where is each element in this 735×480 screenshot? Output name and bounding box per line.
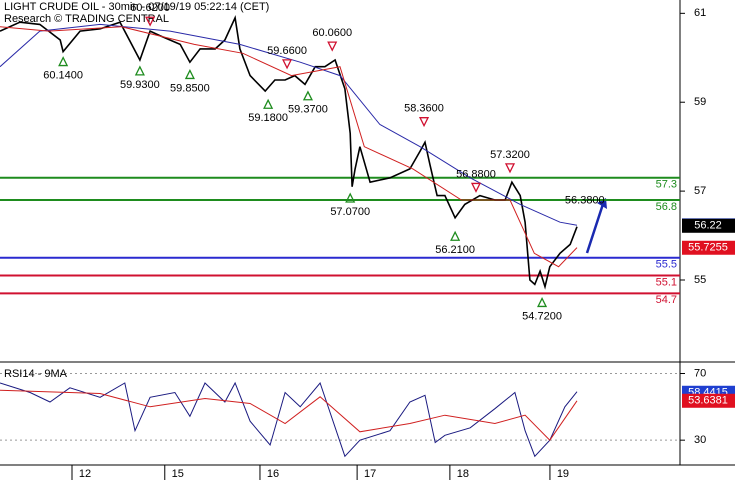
price-tag: [682, 393, 735, 408]
high-marker: [145, 16, 156, 27]
high-marker: [327, 41, 338, 52]
x-tick-label: 17: [364, 468, 376, 480]
annotation-label: 59.6600: [267, 45, 307, 57]
annotation-label: 57.0700: [330, 206, 370, 218]
annotation-label: 59.1800: [248, 112, 288, 124]
level-label: 54.7: [656, 294, 677, 306]
level-label: 56.8: [656, 201, 677, 213]
x-tick-label: 18: [457, 468, 469, 480]
high-marker: [504, 163, 516, 174]
y-tick-label: 30: [694, 434, 706, 446]
x-tick-label: 15: [172, 468, 184, 480]
price-tag: [682, 240, 735, 255]
low-marker: [263, 98, 274, 109]
y-tick-label: 59: [694, 96, 706, 108]
annotation-label: 56.2100: [435, 244, 475, 256]
annotation-label: 58.3600: [404, 103, 444, 115]
series-line: [0, 381, 578, 458]
series-line: [0, 15, 578, 290]
price-tag-label: 53.6381: [688, 395, 728, 407]
low-marker: [184, 68, 195, 80]
series-line: [0, 23, 578, 226]
low-marker: [58, 56, 69, 67]
annotation-label: 57.3200: [490, 149, 530, 161]
low-marker: [302, 90, 313, 101]
price-tag: [682, 218, 735, 233]
low-marker: [134, 65, 145, 76]
annotation-label: 56.3800: [565, 195, 605, 207]
y-tick-label: 55: [694, 274, 706, 286]
low-marker: [537, 296, 548, 308]
panel-title: RSI14 - 9MA: [4, 368, 68, 380]
annotation-label: 60.0600: [312, 27, 352, 39]
price-tag-label: 55.7255: [688, 242, 728, 254]
y-tick-label: 57: [694, 185, 706, 197]
y-tick-label: 70: [694, 367, 706, 379]
annotation-label: 54.7200: [522, 310, 562, 322]
series-line: [0, 389, 578, 441]
plot-bg: [0, 0, 680, 480]
chart-subtitle: Research © TRADING CENTRAL: [4, 13, 169, 25]
y-tick-label: 61: [694, 7, 706, 19]
low-marker: [345, 192, 356, 203]
x-tick-label: 19: [557, 468, 569, 480]
level-label: 55.1: [656, 276, 677, 288]
annotation-label: 60.1400: [43, 69, 83, 81]
high-marker: [418, 117, 430, 128]
chart-title: LIGHT CRUDE OIL - 30min - 07/19/19 05:22…: [4, 1, 269, 13]
x-tick-label: 12: [79, 468, 91, 480]
annotation-label: 59.8500: [170, 82, 210, 94]
annotation-label: 56.8800: [456, 168, 496, 180]
x-tick-label: 16: [267, 468, 279, 480]
price-tag-label: 56.22: [694, 220, 722, 232]
high-marker: [282, 59, 293, 70]
level-label: 55.5: [656, 259, 677, 271]
series-line: [0, 26, 578, 268]
high-marker: [470, 182, 482, 193]
low-marker: [450, 230, 461, 241]
level-label: 57.3: [656, 179, 677, 191]
forecast-arrow: [585, 203, 605, 254]
annotation-label: 59.3700: [288, 104, 328, 116]
annotation-label: 59.9300: [120, 79, 160, 91]
annotation-label: 60.6200: [130, 2, 170, 14]
